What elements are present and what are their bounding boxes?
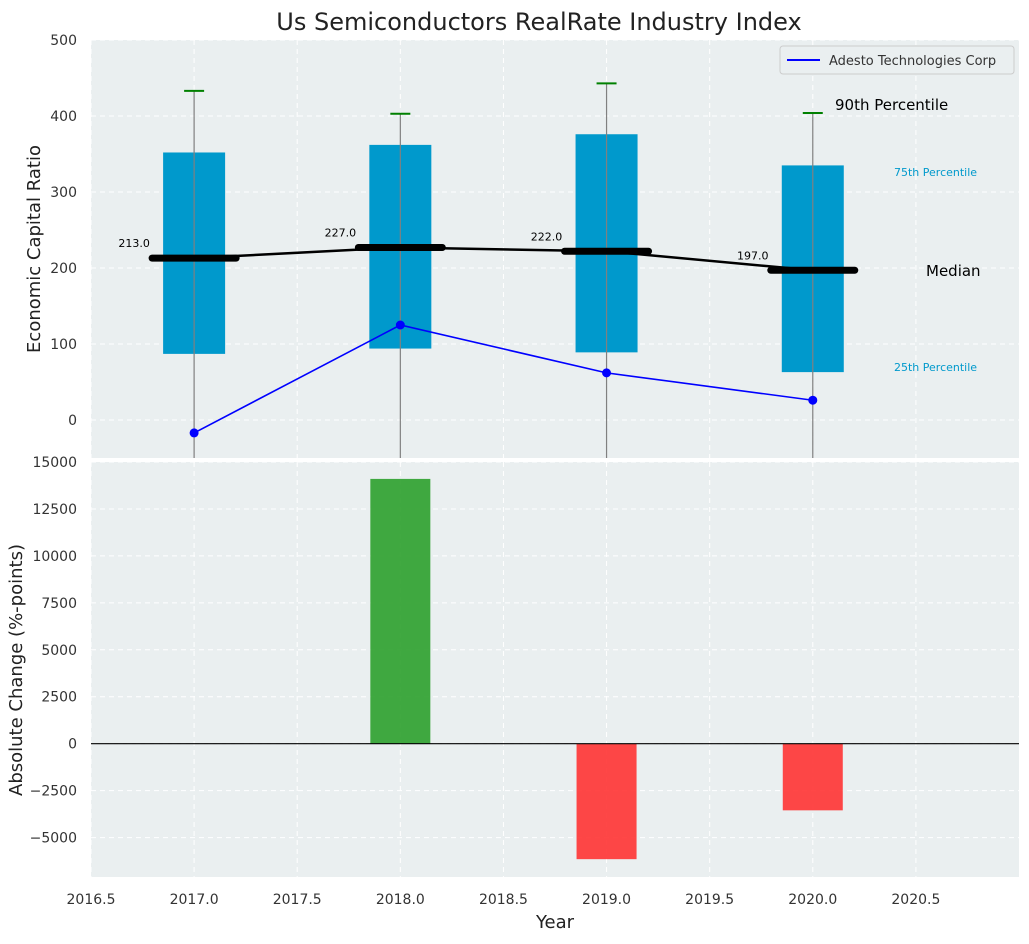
x-axis-label: Year [535, 912, 575, 933]
top-plot-area [91, 40, 1019, 458]
p90-annotation: 90th Percentile [835, 96, 948, 114]
change-bar [782, 743, 843, 811]
company-series-point [602, 368, 612, 378]
x-tick-label: 2017.5 [273, 892, 322, 908]
legend-box [779, 45, 1015, 75]
top-y-tick-label: 500 [50, 33, 77, 49]
company-series-point [189, 428, 199, 438]
x-tick-label: 2020.0 [788, 892, 837, 908]
p25-annotation: 25th Percentile [894, 361, 977, 374]
top-y-tick-label: 100 [50, 337, 77, 353]
bottom-y-axis-label: Absolute Change (%-points) [6, 544, 27, 796]
company-series-point [395, 320, 405, 330]
bottom-y-tick-label: −2500 [30, 784, 77, 800]
median-annotation: Median [926, 262, 981, 280]
bottom-y-tick-label: 12500 [32, 502, 77, 518]
x-tick-label: 2020.5 [891, 892, 940, 908]
top-y-tick-label: 300 [50, 185, 77, 201]
bottom-y-tick-label: 7500 [41, 596, 77, 612]
company-series-line [193, 324, 813, 434]
bottom-plot-area [91, 462, 1019, 877]
x-tick-label: 2019.5 [685, 892, 734, 908]
bottom-y-tick-label: −5000 [30, 831, 77, 847]
bottom-y-tick-label: 10000 [32, 549, 77, 565]
bottom-y-tick-label: 0 [68, 737, 77, 753]
chart-title: Us Semiconductors RealRate Industry Inde… [276, 8, 801, 36]
x-tick-label: 2019.0 [582, 892, 631, 908]
x-tick-label: 2018.0 [376, 892, 425, 908]
top-y-tick-label: 400 [50, 109, 77, 125]
company-series-point [808, 395, 818, 405]
median-value-label: 213.0 [118, 237, 150, 250]
median-value-label: 197.0 [737, 249, 769, 262]
bottom-y-tick-label: 2500 [41, 690, 77, 706]
top-y-axis-label: Economic Capital Ratio [24, 145, 45, 353]
change-bar [576, 743, 637, 860]
x-tick-label: 2018.5 [479, 892, 528, 908]
bottom-y-tick-label: 5000 [41, 643, 77, 659]
bottom-y-tick-label: 15000 [32, 455, 77, 471]
median-value-label: 222.0 [531, 230, 563, 243]
p75-annotation: 75th Percentile [894, 166, 977, 179]
x-tick-label: 2016.5 [67, 892, 116, 908]
top-y-tick-label: 200 [50, 261, 77, 277]
x-tick-label: 2017.0 [170, 892, 219, 908]
median-value-label: 227.0 [325, 226, 357, 239]
median-line [194, 246, 813, 272]
change-bar [370, 478, 431, 744]
top-y-tick-label: 0 [68, 413, 77, 429]
legend-label: Adesto Technologies Corp [829, 54, 996, 69]
